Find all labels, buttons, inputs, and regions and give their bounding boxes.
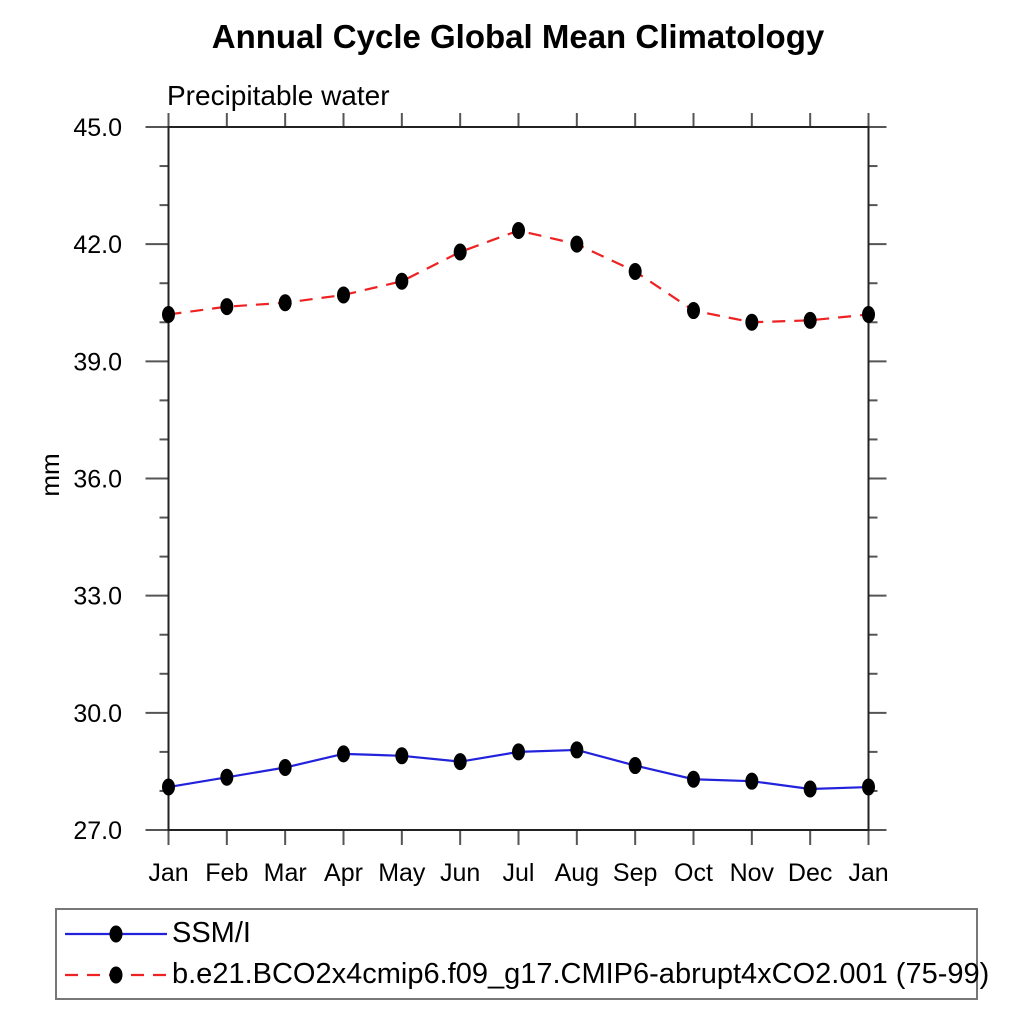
data-point-marker (803, 311, 817, 329)
data-point-marker (337, 745, 350, 763)
legend: SSM/I b.e21.BCO2x4cmip6.f09_g17.CMIP6-ab… (55, 908, 989, 1000)
legend-item-model: b.e21.BCO2x4cmip6.f09_g17.CMIP6-abrupt4x… (57, 958, 989, 992)
x-axis-tick-label: May (378, 859, 426, 887)
data-point-marker (278, 759, 292, 777)
x-axis-tick-label: Nov (730, 859, 775, 887)
data-point-marker (278, 294, 292, 312)
data-point-marker (687, 302, 700, 320)
data-point-marker (512, 221, 525, 239)
legend-label-ssmi: SSM/I (172, 917, 251, 949)
data-point-marker (862, 778, 875, 796)
legend-label-model: b.e21.BCO2x4cmip6.f09_g17.CMIP6-abrupt4x… (172, 958, 990, 990)
chart-subtitle: Precipitable water (167, 80, 390, 111)
data-point-marker (453, 753, 467, 771)
x-axis-tick-label: Feb (205, 859, 248, 887)
data-point-marker (220, 298, 234, 316)
y-axis-tick-label: 45.0 (73, 114, 122, 142)
data-point-marker (162, 305, 175, 323)
x-axis-tick-label: Aug (555, 859, 599, 887)
x-axis-tick-label: Sep (613, 859, 657, 887)
data-point-marker (395, 747, 409, 765)
x-axis-tick-label: Jun (440, 859, 480, 887)
data-point-marker (862, 305, 875, 323)
chart-title: Annual Cycle Global Mean Climatology (211, 18, 825, 55)
legend-swatch-marker (109, 925, 123, 942)
legend-item-ssmi: SSM/I (57, 917, 976, 951)
y-axis-tick-label: 27.0 (73, 817, 122, 845)
data-point-marker (395, 272, 409, 290)
x-axis-tick-label: Oct (674, 859, 713, 887)
y-axis-tick-label: 30.0 (73, 700, 122, 728)
data-point-marker (628, 757, 642, 775)
y-axis-tick-label: 39.0 (73, 348, 122, 376)
legend-line-ssmi (65, 925, 167, 942)
data-point-marker (337, 286, 350, 304)
data-point-marker (745, 772, 759, 790)
series-line-1 (168, 229, 869, 324)
plot-frame (167, 126, 870, 831)
data-point-marker (512, 743, 525, 761)
data-point-marker (220, 768, 234, 786)
legend-swatch-marker (109, 966, 123, 983)
x-axis-tick-label: Apr (324, 859, 363, 887)
data-point-marker (687, 770, 700, 788)
x-axis-tick-label: Jul (503, 859, 535, 887)
y-axis-tick-label: 42.0 (73, 231, 122, 259)
data-point-marker (570, 235, 584, 253)
y-axis-tick-label: 36.0 (73, 466, 122, 494)
x-axis-tick-label: Dec (788, 859, 832, 887)
legend-line-model (65, 966, 167, 983)
data-point-marker (628, 263, 642, 281)
data-point-marker (162, 778, 175, 796)
data-point-marker (803, 780, 817, 798)
data-point-marker (453, 243, 467, 261)
data-point-marker (570, 741, 584, 759)
x-axis-tick-label: Jan (848, 859, 888, 887)
x-axis-tick-label: Jan (148, 859, 188, 887)
y-axis-tick-label: 33.0 (73, 583, 122, 611)
data-point-marker (745, 313, 759, 331)
x-axis-tick-label: Mar (264, 859, 307, 887)
